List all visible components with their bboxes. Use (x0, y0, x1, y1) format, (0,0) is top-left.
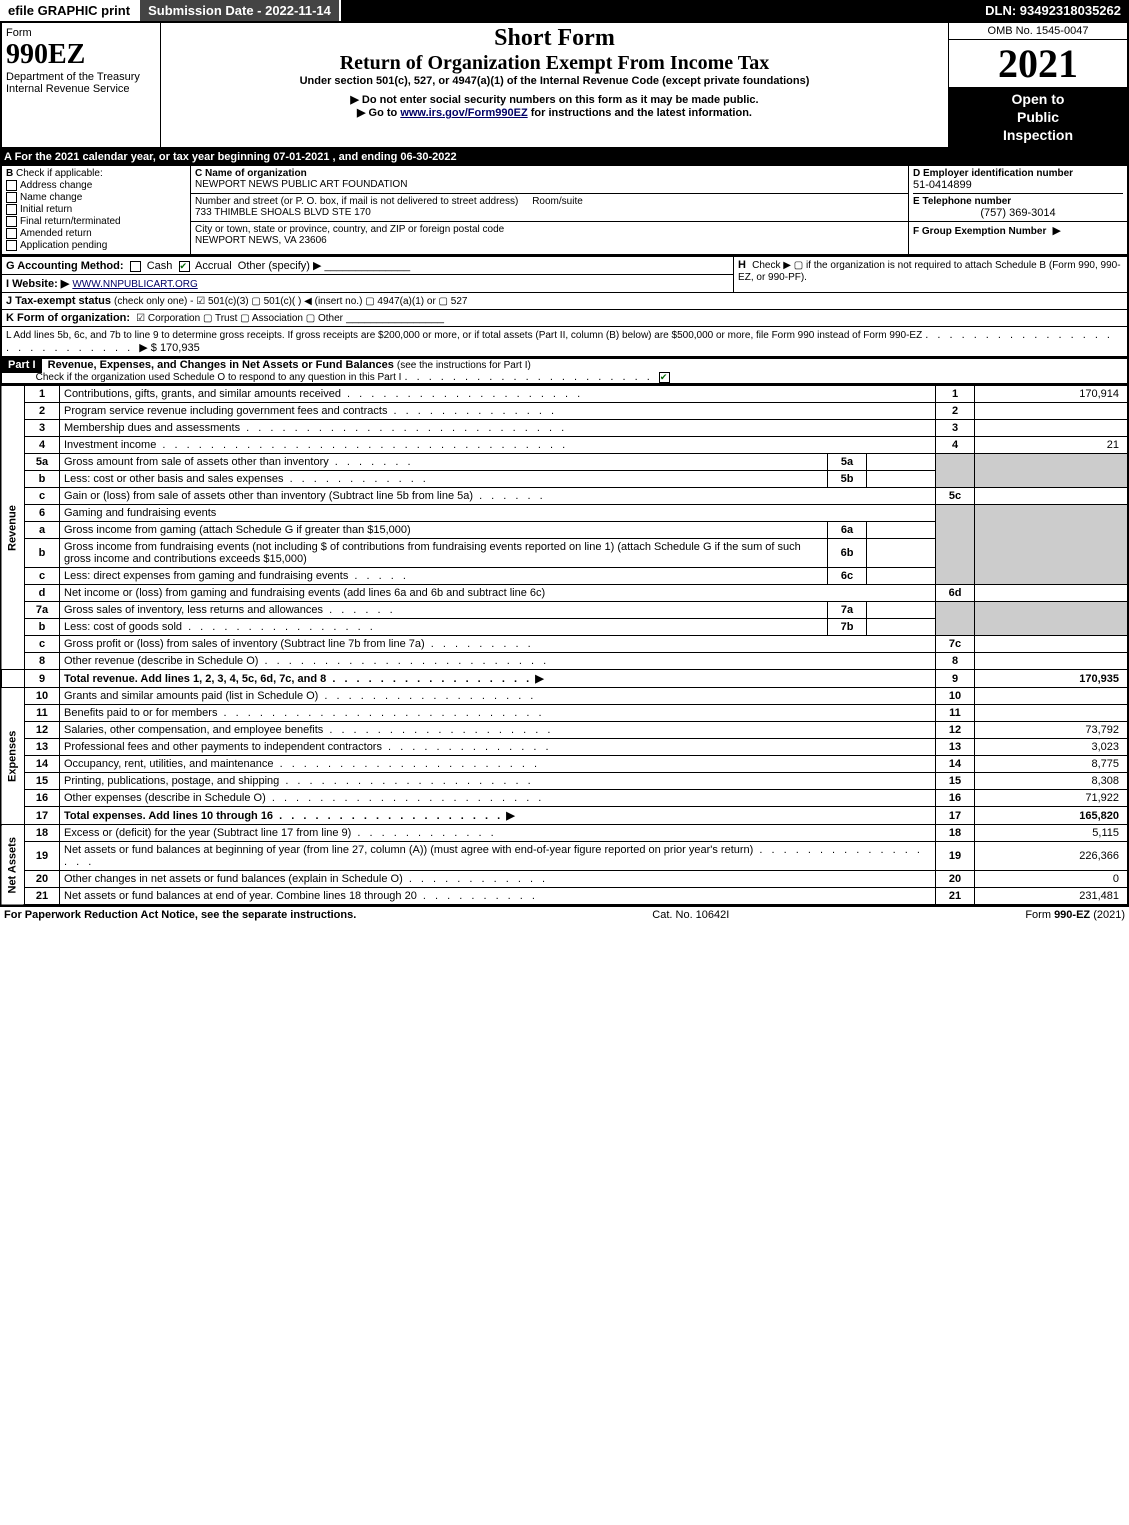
section-h: H Check ▶ ▢ if the organization is not r… (734, 257, 1128, 293)
org-name-cell: C Name of organization NEWPORT NEWS PUBL… (191, 165, 909, 193)
footer-right: Form 990-EZ (2021) (1025, 909, 1125, 921)
website-link[interactable]: WWW.NNPUBLICART.ORG (72, 279, 197, 290)
part1-header: Part I Revenue, Expenses, and Changes in… (0, 358, 1129, 385)
line-15-amt: 8,308 (975, 773, 1129, 790)
line-21-amt: 231,481 (975, 888, 1129, 906)
tel-label: E Telephone number (913, 193, 1123, 207)
return-title: Return of Organization Exempt From Incom… (165, 52, 944, 75)
org-address: 733 THIMBLE SHOALS BLVD STE 170 (195, 207, 904, 218)
section-f: F Group Exemption Number ▶ (909, 221, 1129, 255)
section-g: G Accounting Method: Cash Accrual Other … (1, 257, 734, 275)
open-public-box: Open to Public Inspection (949, 88, 1129, 148)
revenue-vertical-label: Revenue (1, 386, 25, 670)
section-j: J Tax-exempt status (check only one) - ☑… (1, 293, 1128, 310)
part1-label: Part I (2, 357, 42, 373)
line-20-amt: 0 (975, 871, 1129, 888)
form-number: 990EZ (6, 39, 156, 71)
check-initial-return[interactable]: Initial return (6, 204, 186, 215)
title-cell: Short Form Return of Organization Exempt… (161, 22, 949, 148)
irs-link[interactable]: www.irs.gov/Form990EZ (400, 107, 527, 119)
org-info-block: B Check if applicable: Address change Na… (0, 165, 1129, 257)
section-i: I Website: ▶ WWW.NNPUBLICART.ORG (1, 275, 734, 293)
section-d-e: D Employer identification number 51-0414… (909, 165, 1129, 221)
lines-table: Revenue 1 Contributions, gifts, grants, … (0, 385, 1129, 906)
expenses-vertical-label: Expenses (1, 688, 25, 825)
check-name-change[interactable]: Name change (6, 192, 186, 203)
omb-number: OMB No. 1545-0047 (949, 23, 1127, 40)
section-b: B Check if applicable: Address change Na… (1, 165, 191, 255)
tax-year: 2021 (949, 40, 1127, 87)
form-header: Form 990EZ Department of the Treasury In… (0, 21, 1129, 149)
check-application-pending[interactable]: Application pending (6, 240, 186, 251)
footer-cat: Cat. No. 10642I (652, 909, 729, 921)
tel-value: (757) 369-3014 (913, 207, 1123, 219)
top-bar: efile GRAPHIC print Submission Date - 20… (0, 0, 1129, 21)
section-k: K Form of organization: ☑ Corporation ▢ … (1, 310, 1128, 327)
part1-title: Revenue, Expenses, and Changes in Net As… (48, 359, 394, 371)
check-address-change[interactable]: Address change (6, 180, 186, 191)
ein-value: 51-0414899 (913, 179, 1123, 191)
page-footer: For Paperwork Reduction Act Notice, see … (0, 906, 1129, 923)
instruction-1: ▶ Do not enter social security numbers o… (165, 93, 944, 106)
ein-label: D Employer identification number (913, 168, 1123, 179)
line-12-amt: 73,792 (975, 722, 1129, 739)
line-13-amt: 3,023 (975, 739, 1129, 756)
line-17-amt: 165,820 (975, 807, 1129, 825)
form-id-cell: Form 990EZ Department of the Treasury In… (1, 22, 161, 148)
form-word: Form (6, 27, 156, 39)
line-19-amt: 226,366 (975, 842, 1129, 871)
line-14-amt: 8,775 (975, 756, 1129, 773)
footer-left: For Paperwork Reduction Act Notice, see … (4, 909, 356, 921)
org-name: NEWPORT NEWS PUBLIC ART FOUNDATION (195, 179, 904, 190)
line-1-amt: 170,914 (975, 386, 1129, 403)
omb-year-cell: OMB No. 1545-0047 2021 (949, 22, 1129, 88)
org-city: NEWPORT NEWS, VA 23606 (195, 235, 904, 246)
line-16-amt: 71,922 (975, 790, 1129, 807)
line-1-desc: Contributions, gifts, grants, and simila… (60, 386, 936, 403)
dept-label: Department of the Treasury Internal Reve… (6, 71, 156, 95)
dln-label: DLN: 93492318035262 (977, 0, 1129, 21)
netassets-vertical-label: Net Assets (1, 825, 25, 906)
line-9-amt: 170,935 (975, 670, 1129, 688)
submission-date: Submission Date - 2022-11-14 (140, 0, 341, 21)
short-form-title: Short Form (165, 25, 944, 52)
efile-label: efile GRAPHIC print (0, 0, 140, 21)
section-l: L Add lines 5b, 6c, and 7b to line 9 to … (1, 327, 1128, 358)
org-addr-cell: Number and street (or P. O. box, if mail… (191, 193, 909, 221)
ghijkl-block: G Accounting Method: Cash Accrual Other … (0, 256, 1129, 358)
line-18-amt: 5,115 (975, 825, 1129, 842)
org-city-cell: City or town, state or province, country… (191, 221, 909, 255)
instruction-2: ▶ Go to www.irs.gov/Form990EZ for instru… (165, 106, 944, 119)
check-final-return[interactable]: Final return/terminated (6, 216, 186, 227)
check-amended-return[interactable]: Amended return (6, 228, 186, 239)
subtitle: Under section 501(c), 527, or 4947(a)(1)… (165, 75, 944, 87)
gross-receipts: $ 170,935 (151, 342, 200, 354)
section-a: A For the 2021 calendar year, or tax yea… (0, 149, 1129, 165)
line-4-amt: 21 (975, 437, 1129, 454)
part1-schedule-o-check[interactable] (659, 372, 670, 383)
